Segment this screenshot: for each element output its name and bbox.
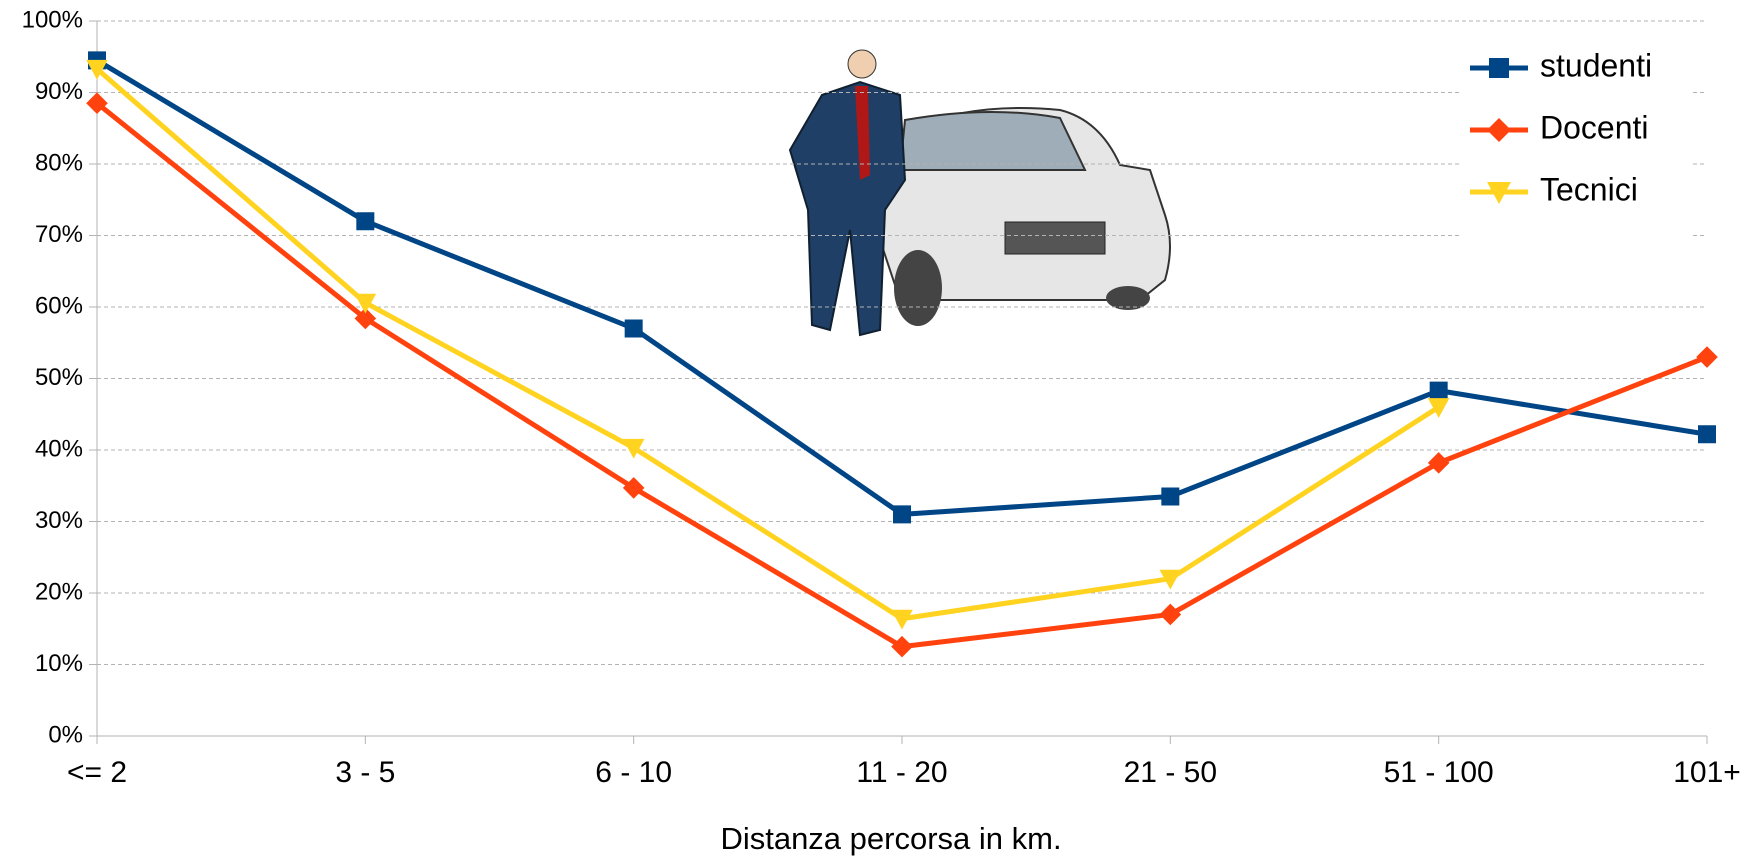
y-tick-label: 40% [35,435,83,462]
data-point [1698,425,1716,443]
page: Distanza percorsa in km. 0% 10% 20% 30% 40% 5… [0,0,1747,859]
data-point [356,212,374,230]
chart: Distanza percorsa in km. 0% 10% 20% 30% 40% 5… [0,0,1747,859]
x-tick-label: 6 - 10 [595,756,672,789]
y-tick-label: 60% [35,292,83,319]
y-tick-label: 90% [35,78,83,105]
data-point [1696,346,1718,368]
y-tick-label: 30% [35,507,83,534]
y-tick-label: 10% [35,650,83,677]
x-tick-label: 21 - 50 [1124,756,1217,789]
y-tick-label: 80% [35,149,83,176]
data-point [1430,382,1448,400]
series-line [97,69,1439,619]
legend-label: Docenti [1540,109,1649,145]
y-tick-label: 50% [35,364,83,391]
x-tick-label: 11 - 20 [856,756,947,789]
legend-label: Tecnici [1540,171,1638,207]
x-axis-title: Distanza percorsa in km. [720,821,1061,856]
legend-marker [1489,58,1509,78]
data-point [1161,487,1179,505]
data-point [1428,398,1450,418]
data-point [1428,452,1450,474]
y-tick-label: 70% [35,221,83,248]
y-tick-label: 100% [22,6,83,33]
x-tick-label: 101+ [1673,756,1741,789]
y-tick-label: 20% [35,578,83,605]
data-point [623,439,645,459]
data-point [1160,604,1182,626]
x-tick-label: <= 2 [67,756,127,789]
y-tick-label: 0% [48,721,83,748]
x-tick-label: 3 - 5 [335,756,395,789]
data-point [893,505,911,523]
data-point [625,319,643,337]
legend-label: studenti [1540,47,1652,83]
data-point [891,636,913,658]
x-tick-label: 51 - 100 [1384,756,1494,789]
